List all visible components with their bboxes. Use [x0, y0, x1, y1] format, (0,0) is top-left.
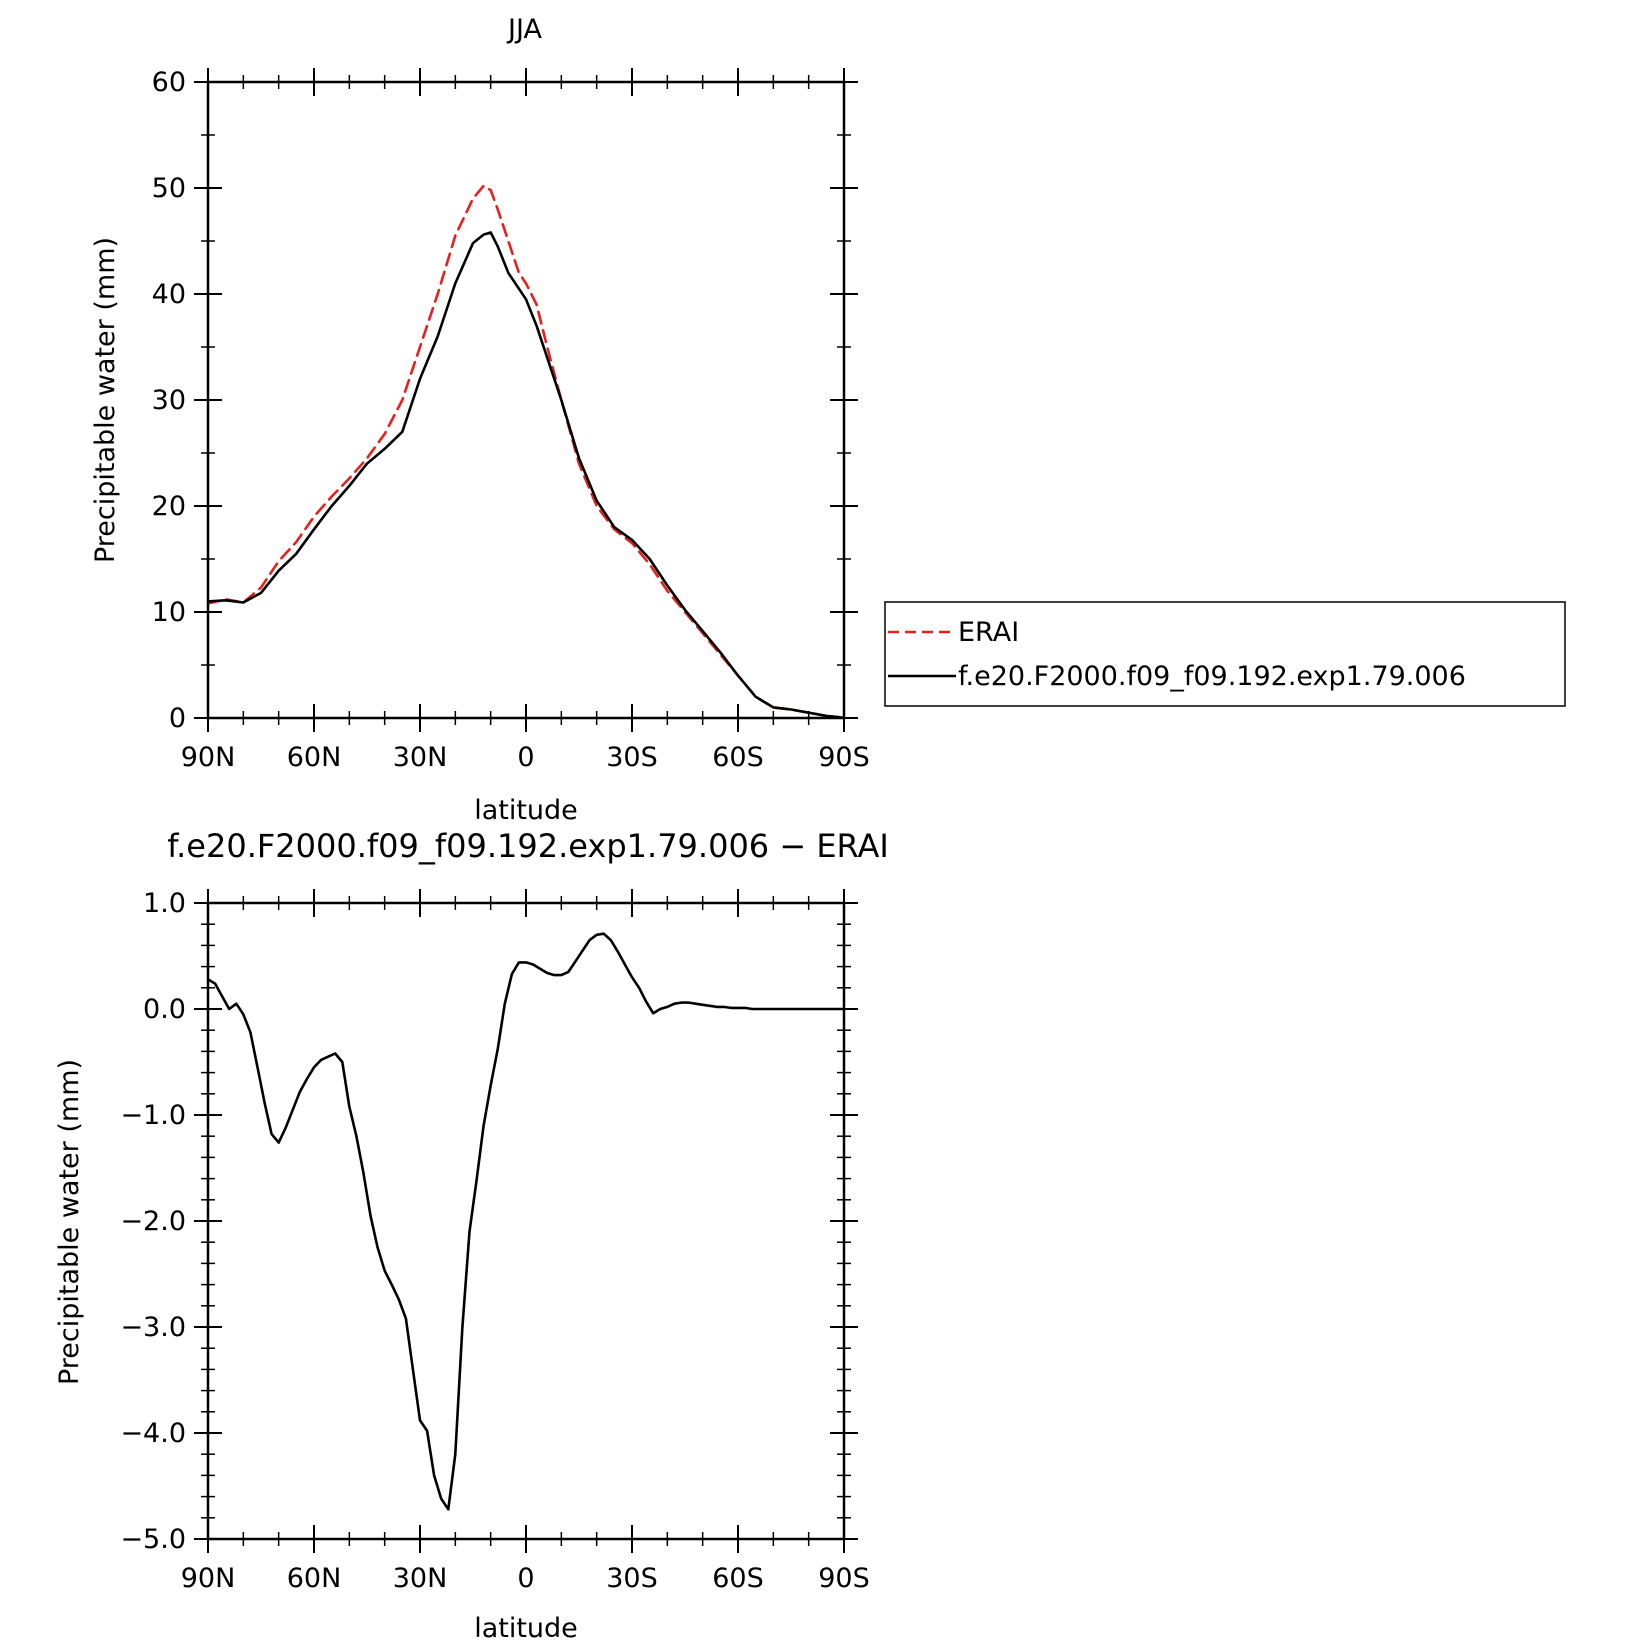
- legend-box: [884, 601, 1566, 707]
- x-tick-label: 60S: [712, 1563, 764, 1594]
- x-tick-label: 30S: [606, 1563, 658, 1594]
- legend-erai-label: ERAI: [958, 617, 1019, 648]
- y-tick-label: 40: [152, 279, 186, 310]
- top-x-axis-label: latitude: [474, 795, 578, 826]
- y-tick-label: 20: [152, 491, 186, 522]
- y-tick-label: 0: [169, 703, 186, 734]
- bottom-panel-title: f.e20.F2000.f09_f09.192.exp1.79.006 − ER…: [167, 827, 889, 865]
- series-erai-line: [206, 184, 846, 720]
- bottom-y-axis-label: Precipitable water (mm): [54, 1059, 85, 1385]
- x-tick-label: 30N: [393, 1563, 448, 1594]
- x-tick-label: 90S: [818, 1563, 870, 1594]
- y-tick-label: −4.0: [120, 1418, 186, 1449]
- top-panel: JJA 0 10 20 30 40 50 60 90N 60N 30N 0 30S 60S 90S lat…: [90, 14, 870, 826]
- y-tick-label: 50: [152, 173, 186, 204]
- series-model-line: [206, 231, 846, 720]
- x-tick-label: 30N: [393, 742, 448, 773]
- top-panel-title: JJA: [506, 14, 542, 45]
- x-tick-label: 90N: [181, 1563, 236, 1594]
- x-tick-label: 0: [517, 1563, 534, 1594]
- y-tick-label: −2.0: [120, 1206, 186, 1237]
- top-y-axis-label: Precipitable water (mm): [90, 237, 121, 563]
- y-tick-label: −5.0: [120, 1524, 186, 1555]
- y-tick-label: 10: [152, 597, 186, 628]
- y-tick-label: −3.0: [120, 1312, 186, 1343]
- y-tick-label: −1.0: [120, 1100, 186, 1131]
- legend: ERAI f.e20.F2000.f09_f09.192.exp1.79.006: [884, 601, 1566, 707]
- x-tick-label: 30S: [606, 742, 658, 773]
- x-tick-label: 0: [517, 742, 534, 773]
- bottom-x-axis-label: latitude: [474, 1613, 578, 1641]
- y-tick-label: 0.0: [143, 994, 186, 1025]
- x-tick-label: 90S: [818, 742, 870, 773]
- bottom-panel: f.e20.F2000.f09_f09.192.exp1.79.006 − ER…: [54, 827, 889, 1641]
- x-tick-label: 60N: [287, 742, 342, 773]
- legend-model-label: f.e20.F2000.f09_f09.192.exp1.79.006: [958, 661, 1466, 692]
- bottom-plot-frame: [206, 901, 846, 1541]
- y-tick-label: 60: [152, 67, 186, 98]
- top-plot-frame: [206, 80, 846, 720]
- difference-line: [206, 932, 846, 1511]
- y-tick-label: 1.0: [143, 888, 186, 919]
- x-tick-label: 60N: [287, 1563, 342, 1594]
- y-tick-label: 30: [152, 385, 186, 416]
- x-tick-label: 60S: [712, 742, 764, 773]
- x-tick-label: 90N: [181, 742, 236, 773]
